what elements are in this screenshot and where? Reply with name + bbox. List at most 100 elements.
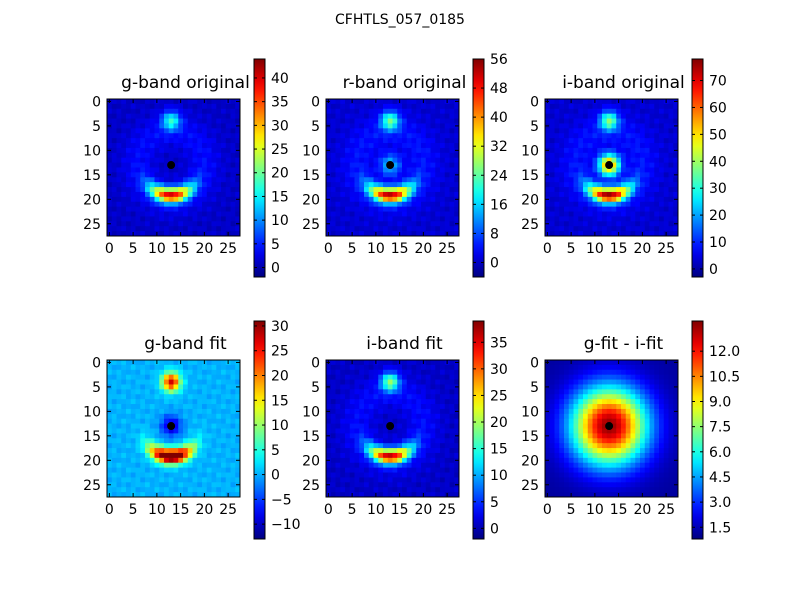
heatmap-cell — [449, 438, 455, 444]
heatmap-cell — [211, 196, 217, 203]
heatmap-cell — [578, 162, 584, 169]
heatmap-cell — [221, 399, 227, 405]
heatmap-cell — [402, 369, 408, 376]
heatmap-cell — [225, 364, 232, 371]
heatmap-cell — [592, 428, 598, 434]
heatmap-cell — [568, 452, 575, 459]
heatmap-cell — [630, 467, 636, 474]
heatmap-cell — [545, 157, 551, 164]
heatmap-cell — [673, 399, 678, 405]
heatmap-cell — [192, 172, 198, 178]
heatmap-cell — [549, 413, 556, 420]
heatmap-cell — [435, 211, 441, 218]
heatmap-cell — [583, 443, 589, 449]
heatmap-cell — [202, 394, 208, 400]
heatmap-cell — [454, 379, 459, 386]
heatmap-cell — [349, 428, 356, 434]
heatmap-cell — [335, 118, 341, 125]
heatmap-cell — [444, 482, 451, 488]
heatmap-cell — [449, 201, 455, 208]
heatmap-cell — [559, 438, 565, 444]
heatmap-cell — [211, 443, 217, 449]
heatmap-cell — [635, 384, 641, 390]
heatmap-cell — [649, 226, 655, 232]
heatmap-cell — [340, 467, 346, 474]
heatmap-cell — [140, 428, 146, 434]
heatmap-cell — [192, 182, 198, 188]
heatmap-cell — [592, 211, 598, 218]
y-tick-label: 0 — [92, 355, 101, 371]
heatmap-cell — [330, 162, 337, 169]
heatmap-cell — [359, 138, 365, 144]
heatmap-cell — [192, 408, 198, 415]
heatmap-cell — [583, 143, 589, 149]
heatmap-cell — [354, 467, 360, 474]
colorbar-tick-label: 30 — [490, 362, 508, 378]
heatmap-cell — [587, 452, 594, 459]
heatmap-cell — [197, 404, 203, 410]
heatmap-cell — [621, 138, 627, 144]
heatmap-cell — [654, 138, 660, 144]
heatmap-cell — [159, 360, 165, 366]
heatmap-cell — [578, 379, 584, 386]
heatmap-cell — [554, 167, 560, 173]
heatmap-cell — [154, 413, 160, 420]
heatmap-cell — [116, 196, 122, 203]
heatmap-cell — [216, 443, 222, 449]
heatmap-cell — [583, 448, 589, 454]
x-tick-label: 0 — [324, 241, 333, 257]
heatmap-cell — [564, 438, 570, 444]
heatmap-cell — [140, 448, 146, 454]
heatmap-cell — [368, 379, 375, 386]
heatmap-cell — [416, 457, 422, 464]
heatmap-cell — [111, 384, 118, 390]
heatmap-cell — [411, 177, 417, 183]
heatmap-cell — [164, 418, 170, 425]
heatmap-cell — [354, 177, 360, 183]
heatmap-cell — [349, 418, 356, 425]
heatmap-cell — [149, 389, 156, 395]
heatmap-cell — [592, 177, 598, 183]
heatmap-cell — [430, 462, 436, 469]
heatmap-cell — [192, 162, 198, 169]
heatmap-cell — [592, 113, 598, 120]
heatmap-cell — [545, 369, 551, 376]
axes-frame — [106, 98, 241, 237]
heatmap-cell — [640, 364, 646, 371]
heatmap-cell — [559, 187, 565, 193]
heatmap-cell — [440, 118, 446, 125]
heatmap-cell — [145, 418, 151, 425]
heatmap-cell — [392, 99, 398, 105]
heatmap-cell — [449, 384, 455, 390]
heatmap-cell — [397, 487, 403, 493]
heatmap-cell — [397, 438, 403, 444]
heatmap-cell — [611, 226, 617, 232]
heatmap-cell — [216, 133, 222, 139]
heatmap-cell — [573, 360, 579, 366]
heatmap-cell — [178, 482, 184, 488]
heatmap-cell — [425, 364, 432, 371]
heatmap-cell — [383, 182, 389, 188]
heatmap-cell — [659, 182, 665, 188]
heatmap-cell — [397, 118, 403, 125]
heatmap-cell — [435, 108, 441, 115]
heatmap-cell — [440, 364, 446, 371]
heatmap-cell — [411, 413, 417, 420]
heatmap-cell — [449, 113, 455, 120]
heatmap-cell — [392, 413, 398, 420]
heatmap-cell — [654, 177, 660, 183]
heatmap-cell — [545, 404, 551, 410]
heatmap-cell — [554, 467, 560, 474]
heatmap-cell — [349, 399, 356, 405]
heatmap-cell — [625, 360, 632, 366]
heatmap-cell — [549, 162, 556, 169]
heatmap-cell — [211, 477, 217, 483]
heatmap-cell — [349, 477, 356, 483]
heatmap-cell — [192, 418, 198, 425]
heatmap-cell — [444, 157, 451, 164]
heatmap-cell — [640, 128, 646, 134]
heatmap-cell — [592, 157, 598, 164]
heatmap-cell — [178, 487, 184, 493]
heatmap-cell — [421, 196, 427, 203]
heatmap-cell — [444, 413, 451, 420]
